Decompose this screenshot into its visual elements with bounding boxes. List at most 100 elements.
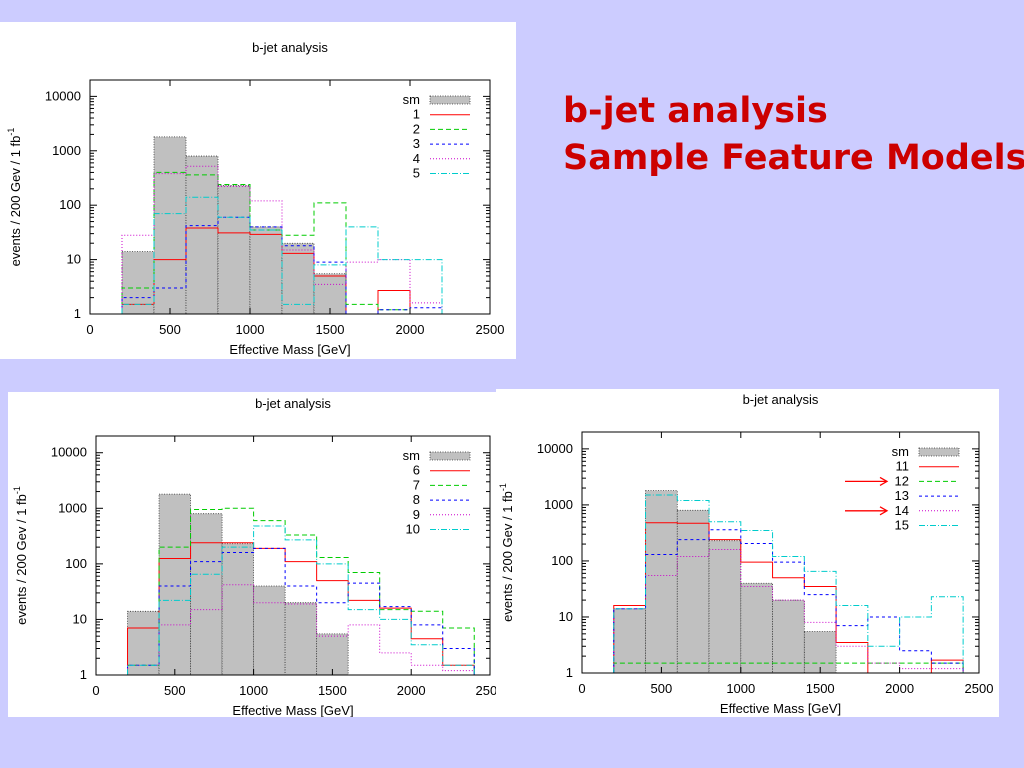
legend-label-14: 14 [895,503,909,518]
x-tick-label: 1000 [726,681,755,696]
x-tick-label: 2500 [476,322,505,337]
series-line-15 [613,494,964,673]
y-tick-label: 10000 [537,441,573,456]
legend-swatch-sm [918,447,960,457]
x-tick-label: 0 [92,683,99,698]
y-tick-label: 1000 [544,497,573,512]
slide-title-line-2: Sample Feature Models [563,138,1024,178]
y-tick-label: 10000 [45,88,81,103]
x-tick-label: 1000 [236,322,265,337]
chart-title: b-jet analysis [252,40,328,55]
x-tick-label: 2000 [397,683,426,698]
plot-frame [581,431,980,674]
chart-1-svg: b-jet analysis 0 500 1000 1500 2000 2500 1 10 100… [6,40,505,357]
sm-bar [676,509,710,674]
y-tick-label: 100 [551,553,573,568]
series-line-7 [127,507,475,675]
sm-bar [803,631,837,674]
series-line-10 [127,525,475,675]
sm-bar [253,585,286,676]
legend-swatch-sm [429,451,471,461]
y-tick-label: 1 [566,665,573,680]
x-tick-label: 2500 [965,681,994,696]
y-tick-label: 1 [74,306,81,321]
arrow-icon [845,476,889,486]
arrow-icon [845,506,889,516]
chart-title: b-jet analysis [255,396,331,411]
sm-bar [740,582,773,674]
chart-panel-2: b-jet analysis 0 500 1000 1500 2000 2500 1 10 100… [8,392,496,717]
legend-label-13: 13 [895,488,909,503]
y-axis-label: events / 200 Gev / 1 fb-1 [6,128,23,267]
chart-title: b-jet analysis [743,392,819,407]
y-tick-label: 1000 [52,143,81,158]
sm-bar [316,633,349,676]
legend-label-12: 12 [895,473,909,488]
y-axis-label: events / 200 Gev / 1 fb-1 [498,483,515,622]
sm-bar [121,251,155,315]
y-tick-label: 10000 [51,445,87,460]
x-tick-label: 500 [159,322,181,337]
series-line-6 [127,542,475,675]
legend-label-10: 10 [406,522,420,537]
y-tick-label: 1000 [58,500,87,515]
sm-bar [249,226,283,315]
x-tick-label: 1500 [316,322,345,337]
x-tick-label: 2500 [476,683,496,698]
plot-frame [89,79,491,315]
legend-label-sm: sm [892,444,909,459]
y-tick-label: 10 [73,611,87,626]
legend-swatch-sm [429,95,471,105]
x-axis-label: Effective Mass [GeV] [720,701,841,716]
series-line-4 [121,165,443,314]
sm-bar [217,185,251,315]
series-line-8 [127,547,475,675]
legend-label-5: 5 [413,166,420,181]
x-tick-label: 1500 [318,683,347,698]
sm-bar [708,540,742,674]
legend-label-sm: sm [403,92,420,107]
legend-label-3: 3 [413,136,420,151]
legend-label-7: 7 [413,477,420,492]
x-axis-label: Effective Mass [GeV] [229,342,350,357]
series-line-12 [613,662,964,673]
x-tick-label: 1000 [239,683,268,698]
x-tick-label: 2000 [885,681,914,696]
slide-title: b-jet analysis Sample Feature Models [563,88,1024,182]
chart-3-svg: b-jet analysis 0 500 1000 1500 2000 2500 1 10 100… [498,392,994,716]
series-line-5 [121,196,443,314]
legend-label-8: 8 [413,492,420,507]
legend-label-1: 1 [413,107,420,122]
legend-label-11: 11 [896,459,910,474]
y-tick-label: 10 [559,609,573,624]
legend-label-sm: sm [403,448,420,463]
plot-frame [95,435,491,676]
legend-label-2: 2 [413,121,420,136]
sm-bar [281,242,315,315]
series-line-2 [121,171,442,315]
sm-bar [221,543,255,676]
y-axis-label: events / 200 Gev / 1 fb-1 [12,486,29,625]
x-tick-label: 500 [164,683,186,698]
legend-label-9: 9 [413,507,420,522]
x-tick-label: 1500 [806,681,835,696]
chart-panel-1: b-jet analysis 0 500 1000 1500 2000 2500 1 10 100… [0,22,516,359]
x-tick-label: 0 [578,681,585,696]
chart-2-svg: b-jet analysis 0 500 1000 1500 2000 2500 1 10 100… [12,396,496,717]
sm-bar [153,136,187,315]
series-line-14 [613,548,964,673]
sm-bar [127,610,160,676]
sm-bar [158,493,191,676]
x-tick-label: 500 [651,681,673,696]
sm-bar [284,602,318,676]
y-tick-label: 100 [59,197,81,212]
legend-label-4: 4 [413,151,420,166]
series-line-9 [127,584,475,675]
chart-panel-3: b-jet analysis 0 500 1000 1500 2000 2500 1 10 100… [496,389,999,717]
x-axis-label: Effective Mass [GeV] [232,703,353,717]
sm-bar [185,155,219,315]
x-tick-label: 2000 [396,322,425,337]
y-tick-label: 100 [65,556,87,571]
x-tick-label: 0 [86,322,93,337]
legend-label-15: 15 [895,518,909,533]
